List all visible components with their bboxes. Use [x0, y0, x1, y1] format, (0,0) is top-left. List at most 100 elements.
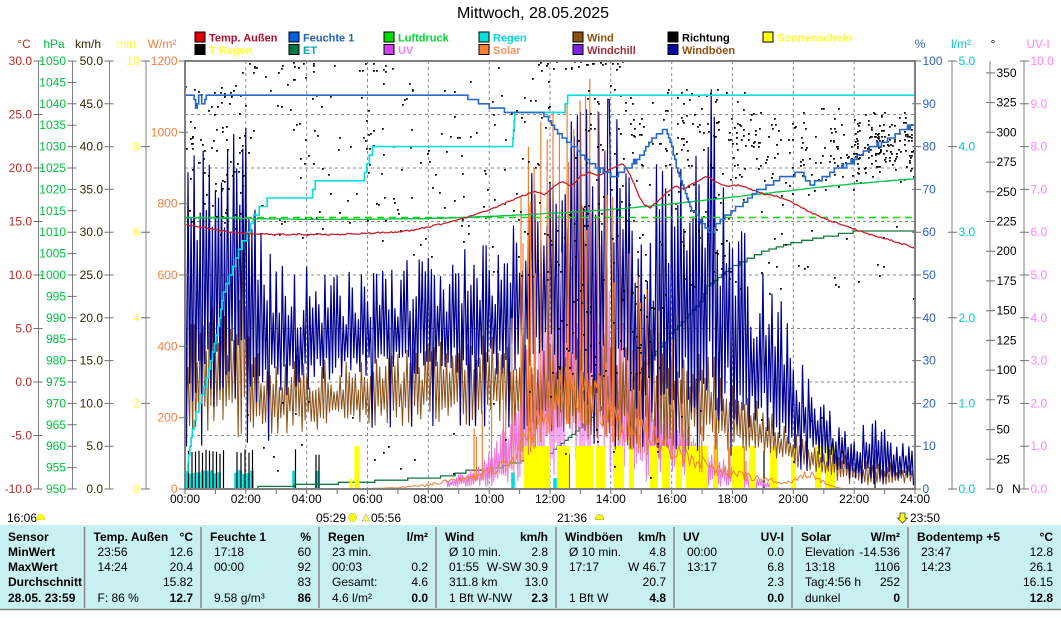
svg-text:35.0: 35.0	[80, 182, 104, 196]
svg-text:20: 20	[923, 396, 937, 410]
svg-text:17:18: 17:18	[214, 545, 244, 559]
svg-text:5.0: 5.0	[86, 439, 103, 453]
svg-text:°C: °C	[17, 37, 31, 51]
svg-text:950: 950	[46, 482, 66, 496]
svg-text:°C: °C	[1040, 530, 1054, 544]
svg-text:0: 0	[997, 482, 1004, 496]
svg-text:Regen: Regen	[328, 530, 365, 544]
svg-text:28.05. 23:59: 28.05. 23:59	[8, 591, 76, 605]
svg-text:1 Bft W-NW: 1 Bft W-NW	[449, 591, 513, 605]
svg-text:600: 600	[157, 268, 177, 282]
svg-text:1035: 1035	[39, 118, 66, 132]
svg-text:970: 970	[46, 396, 66, 410]
svg-text:975: 975	[46, 375, 66, 389]
svg-text:100: 100	[923, 54, 943, 68]
svg-text:0: 0	[133, 482, 140, 496]
svg-text:10: 10	[126, 54, 140, 68]
svg-text:9.0: 9.0	[1031, 97, 1048, 111]
svg-text:10:00: 10:00	[474, 492, 504, 506]
svg-text:25.0: 25.0	[9, 108, 33, 122]
svg-text:16:06: 16:06	[7, 511, 37, 525]
svg-text:W 46.7: W 46.7	[628, 560, 666, 574]
svg-text:UV-I: UV-I	[761, 530, 784, 544]
svg-text:12.7: 12.7	[170, 591, 194, 605]
svg-text:0: 0	[923, 482, 930, 496]
svg-text:1 Bft W: 1 Bft W	[569, 591, 609, 605]
svg-text:06:00: 06:00	[352, 492, 382, 506]
svg-text:05:56: 05:56	[371, 511, 401, 525]
svg-text:14:24: 14:24	[98, 560, 128, 574]
svg-text:0.0: 0.0	[1031, 482, 1048, 496]
svg-text:25: 25	[997, 452, 1011, 466]
svg-text:9.58 g/m³: 9.58 g/m³	[214, 591, 265, 605]
svg-text:252: 252	[880, 575, 900, 589]
svg-text:400: 400	[157, 339, 177, 353]
svg-text:20:00: 20:00	[778, 492, 808, 506]
svg-text:04:00: 04:00	[292, 492, 322, 506]
svg-text:4: 4	[133, 311, 140, 325]
svg-text:5.0: 5.0	[15, 322, 32, 336]
svg-text:75: 75	[997, 393, 1011, 407]
svg-text:1.0: 1.0	[959, 396, 976, 410]
svg-text:30.0: 30.0	[80, 225, 104, 239]
svg-text:1106: 1106	[874, 560, 900, 574]
svg-text:1000: 1000	[151, 125, 178, 139]
svg-text:6.8: 6.8	[767, 560, 784, 574]
svg-text:Wind: Wind	[445, 530, 474, 544]
svg-text:12.8: 12.8	[1030, 591, 1054, 605]
svg-text:125: 125	[997, 333, 1017, 347]
svg-text:995: 995	[46, 289, 66, 303]
svg-text:20.0: 20.0	[9, 161, 33, 175]
svg-text:km/h: km/h	[638, 530, 666, 544]
svg-text:Feuchte 1: Feuchte 1	[210, 530, 266, 544]
svg-text:08:00: 08:00	[413, 492, 443, 506]
svg-text:1005: 1005	[39, 247, 66, 261]
svg-text:10.0: 10.0	[1031, 54, 1055, 68]
svg-text:1000: 1000	[39, 268, 66, 282]
svg-text:Solar: Solar	[801, 530, 831, 544]
svg-text:965: 965	[46, 418, 66, 432]
svg-text:2.0: 2.0	[1031, 396, 1048, 410]
svg-text:0.0: 0.0	[15, 375, 32, 389]
svg-text:20.4: 20.4	[170, 560, 194, 574]
svg-text:hPa: hPa	[43, 37, 65, 51]
svg-text:4.8: 4.8	[649, 591, 666, 605]
svg-text:150: 150	[997, 304, 1017, 318]
svg-text:Bodentemp +5: Bodentemp +5	[917, 530, 1000, 544]
svg-text:200: 200	[157, 411, 177, 425]
svg-text:%: %	[915, 37, 926, 51]
svg-text:10.0: 10.0	[9, 268, 33, 282]
svg-text:16.15: 16.15	[1023, 575, 1053, 589]
svg-text:00:00: 00:00	[214, 560, 244, 574]
svg-text:UV: UV	[683, 530, 700, 544]
svg-text:50.0: 50.0	[80, 54, 104, 68]
svg-text:MinWert: MinWert	[8, 545, 55, 559]
svg-text:1050: 1050	[39, 54, 66, 68]
svg-text:1045: 1045	[39, 75, 66, 89]
svg-text:8.0: 8.0	[1031, 140, 1048, 154]
svg-text:1010: 1010	[39, 225, 66, 239]
svg-text:2.3: 2.3	[531, 591, 548, 605]
svg-text:26.1: 26.1	[1030, 560, 1054, 574]
svg-text:4.6: 4.6	[411, 575, 428, 589]
svg-text:13.0: 13.0	[525, 575, 549, 589]
svg-text:7.0: 7.0	[1031, 182, 1048, 196]
svg-text:60: 60	[923, 225, 937, 239]
svg-text:14:23: 14:23	[921, 560, 951, 574]
svg-text:Windchill: Windchill	[587, 45, 636, 57]
svg-text:UV-I: UV-I	[1026, 37, 1049, 51]
svg-text:12.8: 12.8	[1030, 545, 1054, 559]
svg-text:20.7: 20.7	[643, 575, 667, 589]
svg-text:14:00: 14:00	[596, 492, 626, 506]
svg-text:T Regen: T Regen	[209, 45, 253, 57]
svg-text:12.6: 12.6	[170, 545, 194, 559]
svg-text:UV: UV	[398, 45, 414, 57]
svg-text:ET: ET	[303, 45, 317, 57]
svg-text:00:00: 00:00	[170, 492, 200, 506]
svg-text:0.2: 0.2	[411, 560, 428, 574]
svg-text:02:00: 02:00	[231, 492, 261, 506]
svg-text:22:00: 22:00	[839, 492, 869, 506]
svg-text:2.3: 2.3	[767, 575, 784, 589]
svg-text:Durchschnitt: Durchschnitt	[8, 575, 82, 589]
svg-text:50: 50	[923, 268, 937, 282]
